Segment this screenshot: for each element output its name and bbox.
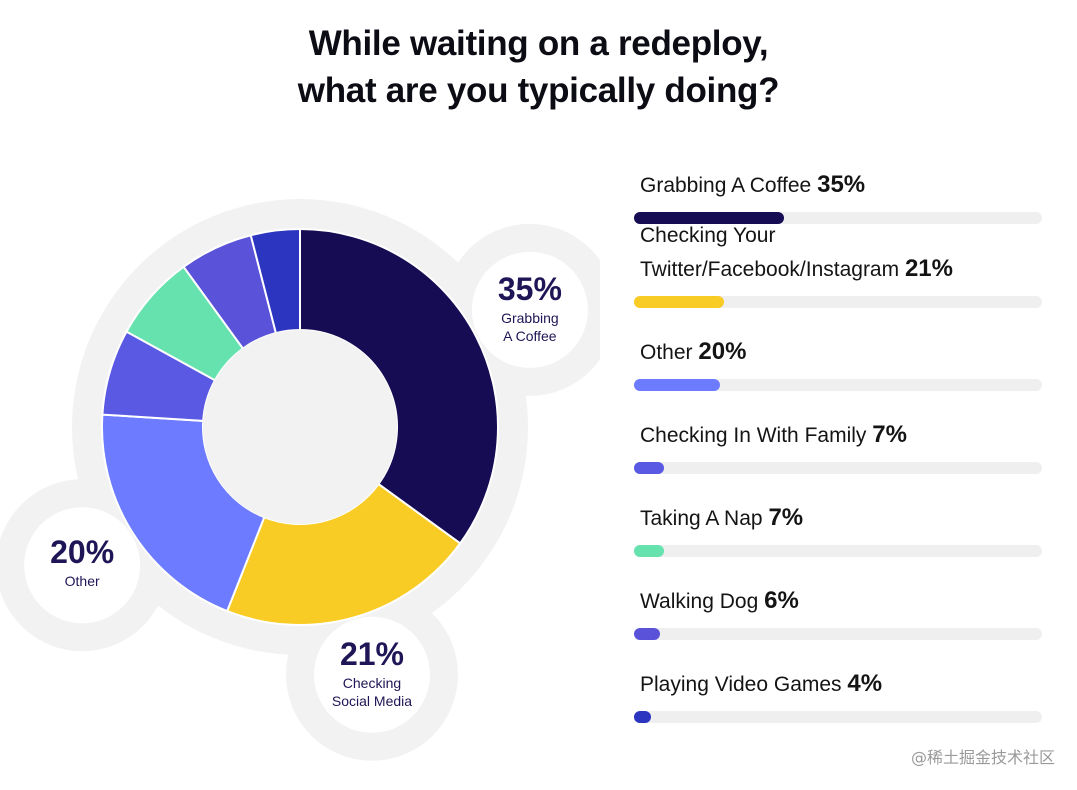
bar-category-text: Grabbing A Coffee [640, 174, 812, 197]
callout-bubble-2: 21% Checking Social Media [313, 616, 430, 733]
callout-circle [313, 616, 430, 733]
bar-fill [634, 379, 720, 391]
callout-value: 21% [340, 636, 404, 672]
donut-hole [203, 330, 397, 524]
callout-bubble-1: 35% Grabbing A Coffee [471, 251, 588, 368]
bar-fill [634, 711, 652, 723]
callout-label: Social Media [332, 693, 412, 709]
callout-value: 35% [498, 271, 562, 307]
bar-item: Playing Video Games 4% [634, 659, 1042, 723]
bar-track [634, 296, 1042, 308]
callout-label: Grabbing [501, 310, 559, 326]
bar-label: Playing Video Games 4% [640, 667, 1040, 701]
bar-fill [634, 628, 660, 640]
bar-value-label: 6% [764, 587, 799, 614]
callout-bubble-3: 20% Other [24, 507, 141, 624]
bar-value-label: 7% [768, 504, 804, 531]
bar-track [634, 711, 1042, 723]
bar-fill [634, 462, 665, 474]
bar-label: Other 20% [640, 335, 1040, 369]
bar-track [634, 212, 1042, 224]
bar-category-text: Checking In With Family [640, 424, 867, 447]
bar-label: Walking Dog 6% [640, 584, 1040, 618]
callout-circle [24, 507, 141, 624]
bar-item: Checking Your Twitter/Facebook/Instagram … [634, 211, 1042, 308]
bar-category-text: Checking Your [640, 224, 776, 247]
bar-category-text: Walking Dog [640, 590, 759, 613]
bar-item: Other 20% [634, 327, 1042, 391]
bar-label: Grabbing A Coffee 35% [640, 168, 1040, 202]
bar-value-label: 35% [817, 171, 866, 198]
chart-title: While waiting on a redeploy, what are yo… [0, 20, 1077, 114]
bar-category-text: Twitter/Facebook/Instagram [640, 258, 900, 281]
bar-value-label: 21% [904, 255, 953, 282]
bar-track [634, 628, 1042, 640]
chart-title-line-1: While waiting on a redeploy, [308, 24, 769, 63]
bar-label: Taking A Nap 7% [640, 501, 1040, 535]
callout-circle [471, 251, 588, 368]
watermark-text: @稀土掘金技术社区 [910, 748, 1055, 767]
bar-value-label: 7% [872, 421, 907, 448]
bar-value-label: 20% [698, 338, 747, 365]
callout-label: A Coffee [503, 328, 557, 344]
bar-fill [634, 212, 785, 224]
chart-title-line-2: what are you typically doing? [297, 71, 780, 110]
bar-category-text: Other [640, 341, 693, 364]
bar-track [634, 545, 1042, 557]
bar-category-text: Playing Video Games [640, 673, 842, 696]
callout-value: 20% [50, 534, 114, 570]
bar-fill [634, 545, 665, 557]
bar-label: Checking In With Family 7% [640, 418, 1040, 452]
bar-category-text: Taking A Nap [640, 507, 763, 530]
bar-track [634, 462, 1042, 474]
bar-item: Checking In With Family 7% [634, 410, 1042, 474]
callout-label: Checking [343, 675, 401, 691]
bar-item: Taking A Nap 7% [634, 493, 1042, 557]
bar-item: Grabbing A Coffee 35% [634, 160, 1042, 224]
bar-value-label: 4% [847, 670, 883, 697]
donut-chart: 35% Grabbing A Coffee 21% Checking Social Med… [0, 199, 600, 761]
callout-label: Other [65, 573, 100, 589]
bar-label: Checking Your Twitter/Facebook/Instagram … [640, 219, 1040, 286]
bar-item: Walking Dog 6% [634, 576, 1042, 640]
bar-track [634, 379, 1042, 391]
bar-fill [634, 296, 725, 308]
